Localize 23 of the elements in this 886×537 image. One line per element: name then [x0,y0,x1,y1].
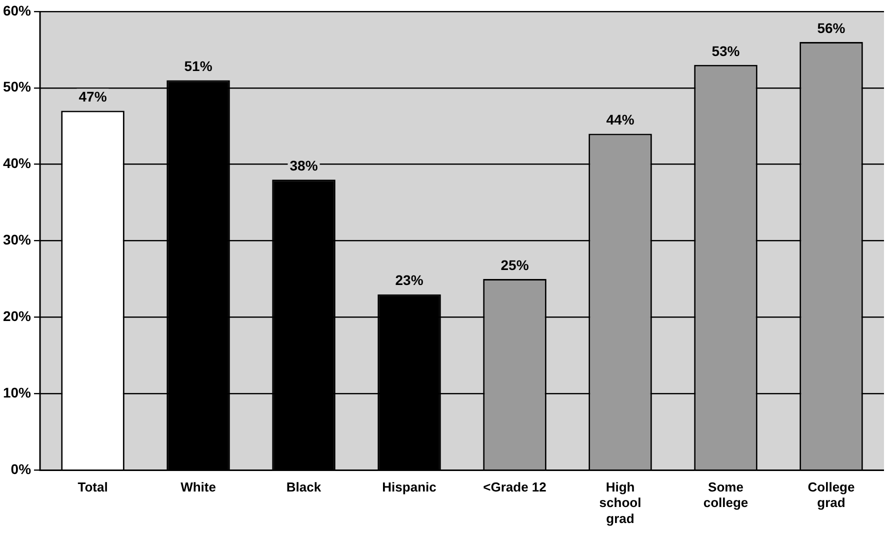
data-label: 51% [184,58,213,74]
data-label: 53% [712,42,740,59]
data-label: 23% [395,272,424,288]
y-tick-label: 60% [2,2,32,18]
data-label: 38% [290,157,318,174]
y-tick-label: 40% [2,155,32,172]
data-label: 44% [606,112,635,128]
y-tick-label: 20% [2,308,32,324]
x-tick-label: Black [286,480,322,495]
data-label: 25% [500,256,530,273]
x-tick-label: Total [78,480,108,495]
data-label: 56% [817,20,846,36]
x-tick-label: White [180,480,216,495]
y-tick-label: 10% [2,384,32,401]
x-tick-label: High school grad [599,480,642,526]
x-tick-label: <Grade 12 [483,480,546,495]
y-tick-label: 50% [2,78,32,95]
x-tick-label: College grad [808,480,855,510]
y-tick-label: 0% [10,461,32,478]
x-tick-label: Some college [703,480,748,510]
x-tick-label: Hispanic [382,480,436,495]
data-label: 47% [78,88,108,105]
y-tick-label: 30% [2,232,32,248]
